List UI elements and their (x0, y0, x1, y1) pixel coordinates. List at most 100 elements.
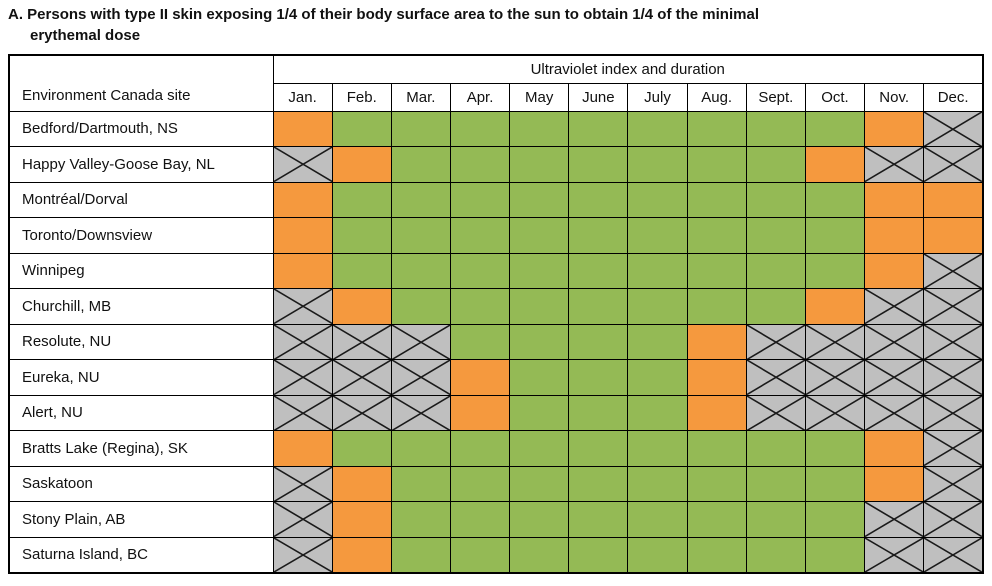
site-column-header: Environment Canada site (8, 54, 274, 112)
uv-cell-na (272, 323, 333, 360)
crossed-out-icon (274, 538, 332, 572)
uv-cell-green (745, 110, 806, 147)
uv-cell-green (686, 430, 747, 467)
table-row: Resolute, NU (8, 323, 984, 360)
uv-cell-green (331, 252, 392, 289)
month-column-header: Nov. (864, 82, 925, 112)
crossed-out-icon (333, 360, 391, 395)
site-name-cell: Toronto/Downsview (8, 217, 274, 254)
uv-cell-na (923, 394, 984, 431)
uv-cell-green (568, 323, 629, 360)
uv-index-table: Environment Canada site Ultraviolet inde… (8, 54, 984, 574)
uv-cell-green (449, 217, 511, 254)
uv-cell-na (923, 146, 984, 183)
crossed-out-icon (274, 325, 332, 360)
table-row: Saskatoon (8, 465, 984, 502)
uv-cell-green (509, 394, 570, 431)
month-column-header: Sept. (745, 82, 806, 112)
crossed-out-icon (747, 396, 805, 431)
crossed-out-icon (924, 112, 982, 147)
month-column-header: Oct. (804, 82, 866, 112)
uv-cell-green (331, 110, 392, 147)
table-row: Churchill, MB (8, 288, 984, 325)
uv-cell-green (509, 217, 570, 254)
uv-cell-orange (272, 252, 333, 289)
uv-cell-green (568, 430, 629, 467)
uv-cell-green (686, 110, 747, 147)
uv-cell-green (745, 465, 806, 502)
uv-cell-orange (864, 217, 925, 254)
table-row: Happy Valley-Goose Bay, NL (8, 146, 984, 183)
uv-cell-green (390, 181, 451, 218)
uv-cell-green (804, 536, 866, 573)
crossed-out-icon (924, 289, 982, 324)
uv-cell-na (331, 323, 392, 360)
uv-cell-green (627, 536, 688, 573)
month-column-header: Dec. (923, 82, 984, 112)
uv-cell-green (390, 501, 451, 538)
uv-cell-green (804, 110, 866, 147)
uv-cell-green (390, 536, 451, 573)
uv-cell-green (745, 252, 806, 289)
uv-cell-green (568, 252, 629, 289)
uv-cell-na (923, 465, 984, 502)
uv-cell-orange (331, 288, 392, 325)
uv-cell-na (331, 359, 392, 396)
uv-cell-green (568, 288, 629, 325)
crossed-out-icon (392, 396, 450, 431)
uv-cell-green (804, 217, 866, 254)
uv-cell-green (449, 430, 511, 467)
uv-cell-na (272, 146, 333, 183)
site-name-cell: Churchill, MB (8, 288, 274, 325)
uv-cell-green (449, 288, 511, 325)
crossed-out-icon (924, 502, 982, 537)
uv-cell-green (745, 217, 806, 254)
uv-cell-green (509, 465, 570, 502)
crossed-out-icon (333, 325, 391, 360)
uv-cell-green (804, 252, 866, 289)
uv-cell-orange (864, 110, 925, 147)
crossed-out-icon (924, 431, 982, 466)
uv-cell-orange (686, 323, 747, 360)
uv-cell-green (509, 181, 570, 218)
uv-cell-na (331, 394, 392, 431)
uv-cell-green (390, 110, 451, 147)
uv-cell-na (804, 359, 866, 396)
uv-cell-green (390, 252, 451, 289)
uv-cell-na (864, 288, 925, 325)
uv-cell-green (745, 288, 806, 325)
uv-cell-green (390, 217, 451, 254)
uv-cell-green (627, 146, 688, 183)
table-row: Saturna Island, BC (8, 536, 984, 573)
group-header-row: Environment Canada site Ultraviolet inde… (8, 54, 984, 112)
uv-cell-green (627, 465, 688, 502)
month-column-header: May (509, 82, 570, 112)
crossed-out-icon (865, 502, 923, 537)
uv-cell-na (390, 394, 451, 431)
month-column-header: Mar. (390, 82, 451, 112)
figure-title: A. Persons with type II skin exposing 1/… (8, 4, 984, 46)
crossed-out-icon (865, 289, 923, 324)
uv-cell-na (272, 465, 333, 502)
uv-cell-green (745, 501, 806, 538)
uv-cell-green (449, 146, 511, 183)
month-column-header: June (568, 82, 629, 112)
uv-cell-green (627, 359, 688, 396)
site-name-cell: Winnipeg (8, 252, 274, 289)
uv-cell-green (627, 217, 688, 254)
uv-cell-green (509, 110, 570, 147)
uv-cell-green (390, 465, 451, 502)
crossed-out-icon (274, 502, 332, 537)
uv-cell-green (568, 465, 629, 502)
crossed-out-icon (924, 325, 982, 360)
uv-cell-na (745, 359, 806, 396)
uv-cell-green (686, 217, 747, 254)
uv-cell-na (923, 536, 984, 573)
site-name-cell: Stony Plain, AB (8, 501, 274, 538)
uv-cell-green (686, 252, 747, 289)
crossed-out-icon (924, 396, 982, 431)
uv-cell-green (331, 217, 392, 254)
uv-cell-na (923, 430, 984, 467)
uv-cell-na (864, 536, 925, 573)
